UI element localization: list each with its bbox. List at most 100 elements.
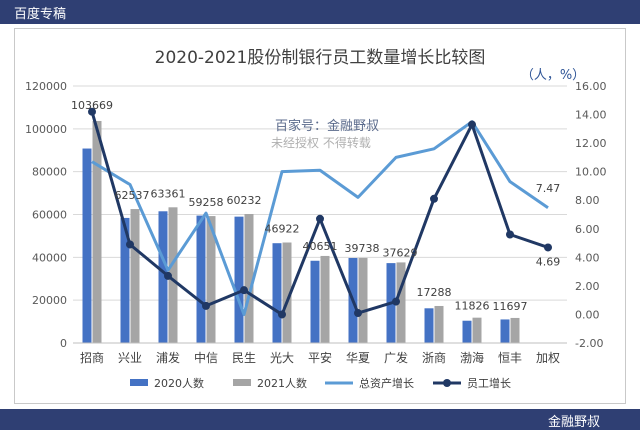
header-label: 百度专稿 (14, 7, 67, 22)
staff-growth-end-label: 4.69 (536, 255, 561, 268)
bar-data-label: 40651 (303, 240, 338, 253)
y-right-tick-label: 10.00 (575, 166, 607, 179)
lines (88, 107, 552, 319)
y-right-tick-label: -2.00 (575, 337, 603, 350)
x-tick-label: 中信 (194, 350, 218, 365)
bar-2021 (244, 214, 254, 343)
legend-label: 员工增长 (467, 376, 511, 390)
bar-data-label: 103669 (71, 99, 113, 112)
bar-2021 (168, 207, 178, 343)
legend-label: 2020人数 (154, 377, 204, 390)
y-right-tick-label: 0.00 (575, 308, 600, 321)
staff-growth-point (88, 107, 96, 116)
bar-2020 (424, 308, 434, 343)
bar-2020 (234, 216, 244, 343)
staff-growth-point (316, 214, 324, 223)
chart-frame: 百家号：金融野叔 未经授权 不得转载 103669 62537 63361 59258… (14, 28, 626, 404)
bar-2021 (282, 242, 292, 343)
y-left-tick-label: 40000 (32, 251, 67, 264)
chart: 百家号：金融野叔 未经授权 不得转载 103669 62537 6336159258… (25, 48, 607, 390)
bar-2021 (130, 209, 140, 343)
x-tick-label: 华夏 (346, 351, 370, 365)
x-tick-label: 广发 (384, 350, 408, 365)
watermark-line2: 未经授权 不得转载 (271, 135, 371, 150)
bar-2020 (462, 320, 472, 343)
legend-marker (443, 379, 451, 387)
bar-data-label: 63361 (151, 187, 186, 200)
y-right-tick-label: 2.00 (575, 280, 600, 293)
x-tick-label: 恒丰 (498, 351, 522, 365)
x-tick-label: 浙商 (422, 350, 446, 365)
staff-growth-point (164, 271, 172, 280)
bar-data-label: 62537 (115, 189, 150, 202)
staff-growth-point (202, 301, 210, 310)
footer-bar: 金融野叔 (0, 409, 640, 430)
staff-growth-point (430, 194, 438, 203)
staff-growth-point (468, 120, 476, 129)
bar-2020 (196, 215, 206, 343)
y-right-tick-label: 16.00 (575, 80, 607, 93)
bar-2021 (472, 317, 482, 343)
x-tick-label: 加权 (536, 351, 560, 365)
bar-2020 (158, 211, 168, 343)
legend-label: 2021人数 (257, 377, 307, 390)
x-tick-label: 渤海 (460, 350, 484, 365)
bar-data-label: 59258 (189, 196, 224, 209)
x-tick-label: 民生 (232, 351, 256, 365)
staff-growth-point (544, 243, 552, 252)
legend-label: 总资产增长 (359, 376, 414, 390)
bar-2021 (510, 317, 520, 343)
asset-growth-end-label: 7.47 (536, 182, 561, 195)
x-tick-label: 招商 (80, 350, 104, 365)
y-left-tick-label: 0 (60, 337, 67, 350)
y-right-tick-label: 8.00 (575, 194, 600, 207)
staff-growth-point (240, 286, 248, 295)
bar-data-label: 17288 (417, 286, 452, 299)
bar-data-label: 11697 (493, 300, 528, 313)
y-right-tick-label: 14.00 (575, 109, 607, 122)
y-right-tick-label: 4.00 (575, 251, 600, 264)
x-tick-label: 平安 (308, 350, 332, 365)
footer-label: 金融野叔 (547, 415, 600, 430)
legend-swatch (233, 379, 251, 386)
y-left-tick-label: 100000 (25, 123, 67, 136)
bar-data-label: 37629 (383, 246, 418, 259)
y-left-tick-label: 120000 (25, 80, 67, 93)
bar-data-label: 60232 (227, 194, 262, 207)
y-left-tick-label: 60000 (32, 209, 67, 222)
bar-2021 (358, 257, 368, 343)
bar-2020 (310, 260, 320, 343)
x-tick-label: 光大 (270, 351, 294, 365)
y-left-tick-label: 80000 (32, 166, 67, 179)
y-left-tick-label: 20000 (32, 294, 67, 307)
x-tick-label: 浦发 (156, 350, 180, 365)
legend: 2020人数 2021人数 总资产增长 员工增长 (130, 376, 511, 390)
bar-2020 (120, 217, 130, 343)
bar-2021 (396, 262, 406, 343)
unit-label: （人，%） (521, 68, 585, 83)
y-right-tick-label: 12.00 (575, 137, 607, 150)
chart-title: 2020-2021股份制银行员工数量增长比较图 (155, 48, 486, 68)
bar-2021 (92, 120, 102, 343)
bar-2021 (320, 255, 330, 343)
bar-data-label: 39738 (345, 242, 380, 255)
legend-swatch (130, 379, 148, 386)
bar-2020 (500, 319, 510, 343)
bar-2020 (82, 148, 92, 343)
watermark-line1: 百家号：金融野叔 (275, 118, 379, 134)
y-right-tick-label: 6.00 (575, 223, 600, 236)
bar-2021 (206, 216, 216, 343)
bar-2021 (434, 305, 444, 343)
bar-data-label: 11826 (455, 300, 490, 313)
axes: 0 20000 40000 60000 80000 100000 120000 -2.00 0.… (25, 80, 607, 365)
staff-growth-point (506, 230, 514, 239)
staff-growth-point (392, 297, 400, 306)
bar-2020 (272, 243, 282, 343)
x-tick-label: 兴业 (118, 351, 142, 365)
staff-growth-point (278, 310, 286, 319)
bar-data-label: 46922 (265, 223, 300, 236)
staff-growth-point (354, 309, 362, 318)
header-bar: 百度专稿 (0, 0, 640, 24)
staff-growth-point (126, 240, 134, 249)
